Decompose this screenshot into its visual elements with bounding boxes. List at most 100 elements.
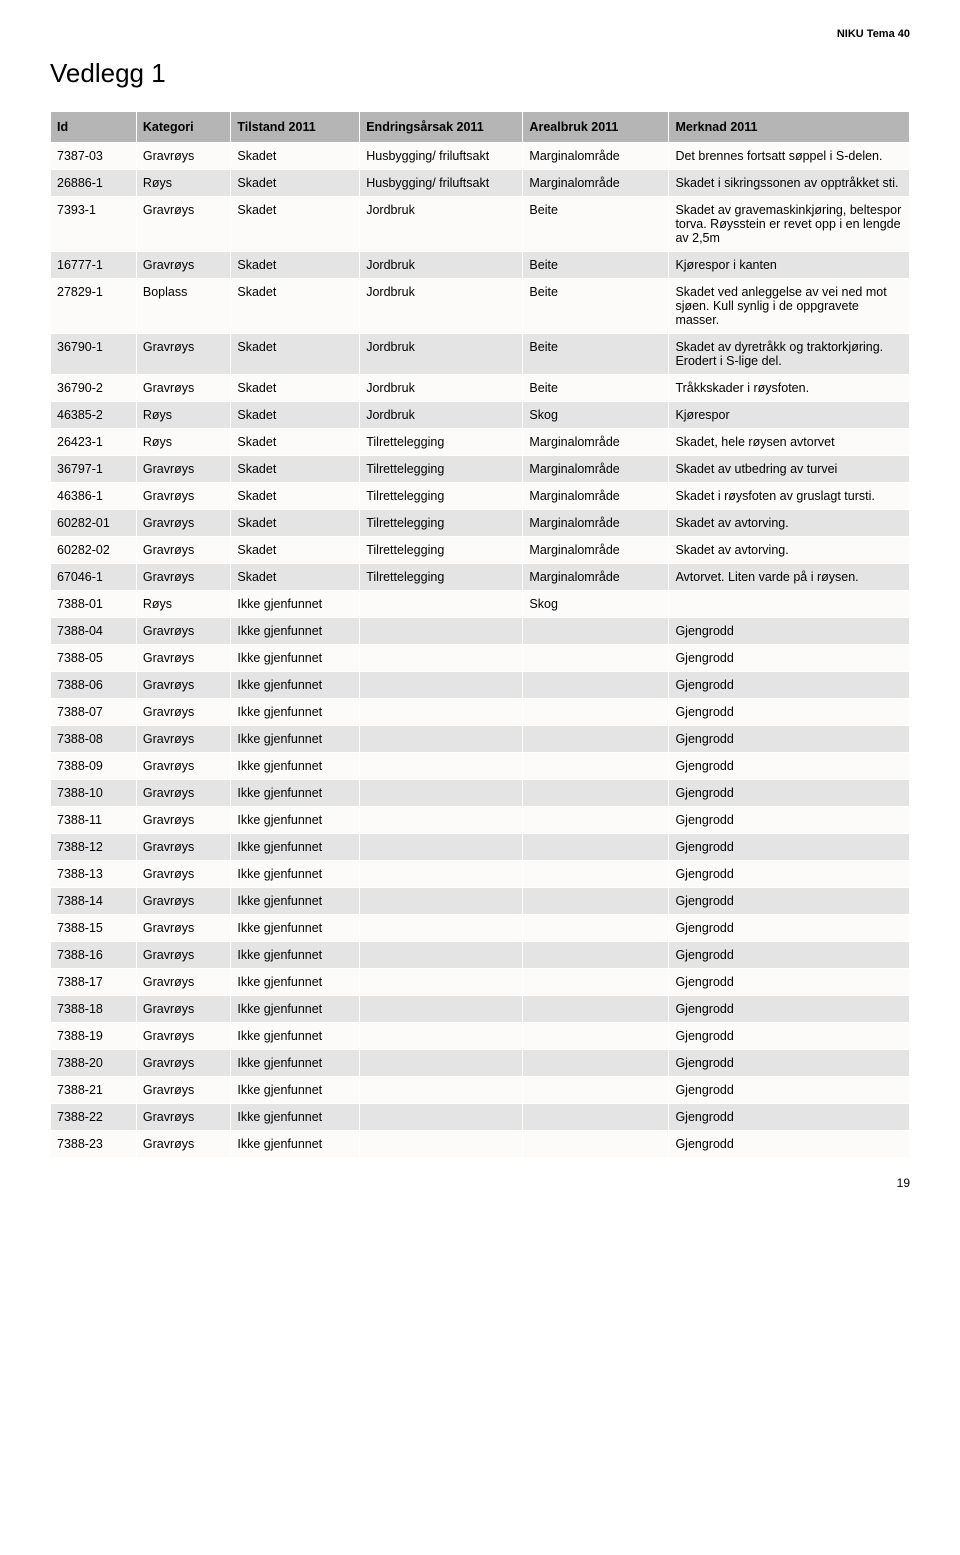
table-cell: Skadet av gravemaskinkjøring, beltespor … xyxy=(669,197,910,252)
table-cell: Ikke gjenfunnet xyxy=(231,1077,360,1104)
table-row: 7388-04GravrøysIkke gjenfunnetGjengrodd xyxy=(51,618,910,645)
table-cell: Kjørespor i kanten xyxy=(669,252,910,279)
table-cell: Avtorvet. Liten varde på i røysen. xyxy=(669,564,910,591)
table-cell: 7388-13 xyxy=(51,861,137,888)
table-cell: 46385-2 xyxy=(51,402,137,429)
table-cell: Gravrøys xyxy=(136,996,230,1023)
table-cell: 7388-20 xyxy=(51,1050,137,1077)
table-cell: Gravrøys xyxy=(136,753,230,780)
table-cell: 7388-07 xyxy=(51,699,137,726)
table-row: 60282-01GravrøysSkadetTilretteleggingMar… xyxy=(51,510,910,537)
table-cell xyxy=(360,1023,523,1050)
table-row: 60282-02GravrøysSkadetTilretteleggingMar… xyxy=(51,537,910,564)
table-cell xyxy=(523,807,669,834)
table-cell: 7388-18 xyxy=(51,996,137,1023)
table-cell: Beite xyxy=(523,252,669,279)
table-cell: Jordbruk xyxy=(360,279,523,334)
table-cell: Ikke gjenfunnet xyxy=(231,726,360,753)
table-cell: Ikke gjenfunnet xyxy=(231,834,360,861)
table-cell: Tilrettelegging xyxy=(360,483,523,510)
table-cell: Jordbruk xyxy=(360,375,523,402)
table-cell: Gravrøys xyxy=(136,375,230,402)
table-cell: Gravrøys xyxy=(136,537,230,564)
table-cell: Gravrøys xyxy=(136,564,230,591)
table-cell xyxy=(523,645,669,672)
table-row: 7388-01RøysIkke gjenfunnetSkog xyxy=(51,591,910,618)
table-cell xyxy=(523,1050,669,1077)
table-cell: Ikke gjenfunnet xyxy=(231,1023,360,1050)
table-cell xyxy=(523,618,669,645)
table-row: 7388-23GravrøysIkke gjenfunnetGjengrodd xyxy=(51,1131,910,1158)
table-cell: Skadet xyxy=(231,252,360,279)
table-cell: Gravrøys xyxy=(136,1023,230,1050)
table-cell: Skadet av dyretråkk og traktorkjøring. E… xyxy=(669,334,910,375)
table-cell: Tråkkskader i røysfoten. xyxy=(669,375,910,402)
table-cell: Husbygging/ friluftsakt xyxy=(360,170,523,197)
table-cell: Ikke gjenfunnet xyxy=(231,915,360,942)
table-cell: 7393-1 xyxy=(51,197,137,252)
table-cell: Gravrøys xyxy=(136,483,230,510)
table-cell xyxy=(360,699,523,726)
table-row: 7388-10GravrøysIkke gjenfunnetGjengrodd xyxy=(51,780,910,807)
data-table: Id Kategori Tilstand 2011 Endringsårsak … xyxy=(50,111,910,1158)
table-cell: Gravrøys xyxy=(136,969,230,996)
table-cell: 7388-15 xyxy=(51,915,137,942)
table-cell: Ikke gjenfunnet xyxy=(231,969,360,996)
col-header-end: Endringsårsak 2011 xyxy=(360,112,523,143)
table-cell: Gjengrodd xyxy=(669,834,910,861)
table-cell: Husbygging/ friluftsakt xyxy=(360,143,523,170)
table-cell: Tilrettelegging xyxy=(360,564,523,591)
document-label: NIKU Tema 40 xyxy=(50,28,910,40)
table-cell xyxy=(523,1104,669,1131)
table-cell: Jordbruk xyxy=(360,252,523,279)
table-cell xyxy=(360,726,523,753)
table-row: 7388-05GravrøysIkke gjenfunnetGjengrodd xyxy=(51,645,910,672)
table-cell: Ikke gjenfunnet xyxy=(231,645,360,672)
table-row: 7388-07GravrøysIkke gjenfunnetGjengrodd xyxy=(51,699,910,726)
table-cell: 7388-05 xyxy=(51,645,137,672)
col-header-id: Id xyxy=(51,112,137,143)
table-cell: Gravrøys xyxy=(136,780,230,807)
table-cell xyxy=(360,753,523,780)
table-row: 7388-06GravrøysIkke gjenfunnetGjengrodd xyxy=(51,672,910,699)
table-cell: 67046-1 xyxy=(51,564,137,591)
table-cell: Ikke gjenfunnet xyxy=(231,888,360,915)
table-row: 36797-1GravrøysSkadetTilretteleggingMarg… xyxy=(51,456,910,483)
table-cell: Gjengrodd xyxy=(669,1077,910,1104)
table-cell: 7388-17 xyxy=(51,969,137,996)
table-row: 7388-09GravrøysIkke gjenfunnetGjengrodd xyxy=(51,753,910,780)
table-cell: Marginalområde xyxy=(523,143,669,170)
table-cell: Skadet av utbedring av turvei xyxy=(669,456,910,483)
table-cell: Gravrøys xyxy=(136,942,230,969)
table-cell: Gravrøys xyxy=(136,1104,230,1131)
table-cell: Gravrøys xyxy=(136,861,230,888)
table-cell: Ikke gjenfunnet xyxy=(231,861,360,888)
table-cell: Skog xyxy=(523,402,669,429)
table-cell: Skadet xyxy=(231,170,360,197)
table-cell: Gravrøys xyxy=(136,197,230,252)
table-cell: Jordbruk xyxy=(360,197,523,252)
table-cell: Beite xyxy=(523,375,669,402)
table-cell: Marginalområde xyxy=(523,456,669,483)
table-cell xyxy=(523,1077,669,1104)
table-cell: Gjengrodd xyxy=(669,1104,910,1131)
table-cell: Boplass xyxy=(136,279,230,334)
table-row: 7388-14GravrøysIkke gjenfunnetGjengrodd xyxy=(51,888,910,915)
col-header-are: Arealbruk 2011 xyxy=(523,112,669,143)
table-cell: Gjengrodd xyxy=(669,672,910,699)
table-cell: Skadet xyxy=(231,456,360,483)
table-cell xyxy=(523,672,669,699)
page: NIKU Tema 40 Vedlegg 1 Id Kategori Tilst… xyxy=(0,0,960,1210)
table-cell: Det brennes fortsatt søppel i S-delen. xyxy=(669,143,910,170)
table-cell: 7388-14 xyxy=(51,888,137,915)
table-cell: 7388-12 xyxy=(51,834,137,861)
table-cell: Skadet, hele røysen avtorvet xyxy=(669,429,910,456)
table-cell: Skadet av avtorving. xyxy=(669,510,910,537)
table-cell: 7388-01 xyxy=(51,591,137,618)
table-cell: 7388-06 xyxy=(51,672,137,699)
table-cell: Gjengrodd xyxy=(669,861,910,888)
table-cell xyxy=(360,1050,523,1077)
table-cell xyxy=(360,672,523,699)
table-cell: Gravrøys xyxy=(136,915,230,942)
table-cell: Gjengrodd xyxy=(669,618,910,645)
